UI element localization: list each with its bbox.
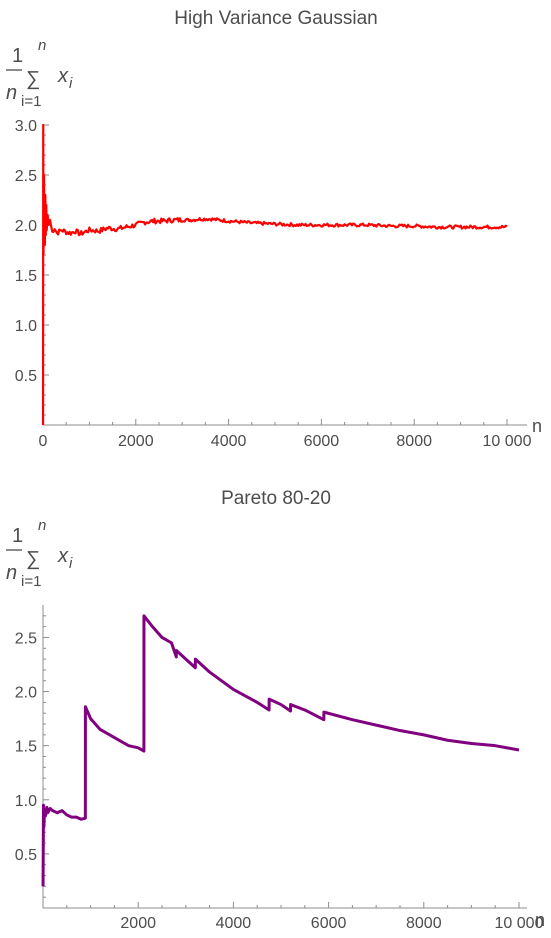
chart2-series-line <box>41 614 520 887</box>
chart1-ylabel-denominator: n <box>6 82 17 104</box>
chart1-ylabel: 1 n n ∑ i=1 x i <box>6 37 73 110</box>
chart1-ylabel-sigma: ∑ <box>26 68 40 90</box>
chart1-x-tick-label: 4000 <box>211 433 247 450</box>
chart2-y-tick-label: 1.0 <box>15 793 37 810</box>
chart2-x-tick-label: 2000 <box>120 915 156 932</box>
chart1-ticks: 0 2000 4000 6000 8000 10 000 0.5 1.0 1.5 2.0 2.5 3.… <box>15 118 532 450</box>
chart2-xlabel: n <box>535 910 545 930</box>
chart2-x-tick-label: 6000 <box>311 915 347 932</box>
chart1-x-tick-label: 8000 <box>396 433 432 450</box>
chart-high-variance-gaussian: High Variance Gaussian 1 n n ∑ i=1 x i n… <box>6 8 542 450</box>
chart1-ylabel-term: x <box>57 65 69 87</box>
chart1-ylabel-sum-bottom: i=1 <box>21 93 41 110</box>
chart2-ylabel-sigma: ∑ <box>26 548 40 570</box>
chart2-y-tick-label: 0.5 <box>15 847 37 864</box>
chart2-y-tick-label: 2.0 <box>15 685 37 702</box>
chart1-y-tick-label: 3.0 <box>15 118 37 135</box>
chart1-ylabel-sum-top: n <box>38 37 46 54</box>
chart2-x-tick-label: 10 000 <box>495 915 544 932</box>
chart2-ylabel-term: x <box>57 545 69 567</box>
chart1-x-tick-label: 2000 <box>118 433 154 450</box>
chart2-title: Pareto 80-20 <box>221 488 331 509</box>
chart2-ylabel-sum-bottom: i=1 <box>21 573 41 590</box>
chart1-y-tick-label: 2.5 <box>15 168 37 185</box>
chart1-y-tick-label: 2.0 <box>15 218 37 235</box>
chart2-ylabel-subscript: i <box>69 555 73 572</box>
chart2-ylabel: 1 n n ∑ i=1 x i <box>6 517 73 590</box>
chart2-ylabel-numerator: 1 <box>12 525 23 547</box>
chart-pareto-80-20: Pareto 80-20 1 n n ∑ i=1 x i n 2000 4000 6… <box>6 488 545 932</box>
chart1-y-tick-label: 0.5 <box>15 368 37 385</box>
chart2-ticks: 2000 4000 6000 8000 10 000 0.5 1.0 1.5 2.0 2.5 <box>15 615 544 932</box>
chart2-y-tick-label: 1.5 <box>15 739 37 756</box>
chart1-x-tick-label: 0 <box>39 433 48 450</box>
chart1-y-tick-label: 1.0 <box>15 318 37 335</box>
chart1-y-tick-label: 1.5 <box>15 268 37 285</box>
chart1-title: High Variance Gaussian <box>174 8 377 29</box>
chart1-ylabel-numerator: 1 <box>12 45 23 67</box>
chart2-ylabel-denominator: n <box>6 562 17 584</box>
chart1-series-line <box>41 123 508 426</box>
chart2-x-tick-label: 4000 <box>216 915 252 932</box>
chart2-ylabel-sum-top: n <box>38 517 46 534</box>
chart1-x-tick-label: 10 000 <box>483 433 532 450</box>
chart1-ylabel-subscript: i <box>69 75 73 92</box>
chart2-x-tick-label: 8000 <box>406 915 442 932</box>
chart1-xlabel: n <box>532 416 542 436</box>
chart2-y-tick-label: 2.5 <box>15 630 37 647</box>
chart1-x-tick-label: 6000 <box>304 433 340 450</box>
